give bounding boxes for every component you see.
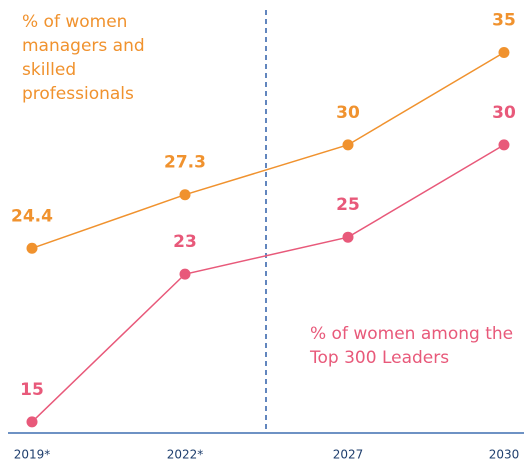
data-label: 30: [492, 103, 516, 123]
data-label: 23: [173, 232, 197, 252]
data-label: 27.3: [164, 153, 206, 173]
series-line: [31, 144, 505, 423]
point: [26, 242, 38, 254]
point: [342, 139, 354, 151]
data-label: 24.4: [11, 206, 53, 226]
legend-orange: % of women managers and skilled professi…: [22, 12, 145, 104]
point: [179, 189, 191, 201]
point: [342, 231, 354, 243]
data-label: 30: [336, 103, 360, 123]
series-line: [31, 51, 505, 249]
x-tick-label: 2019*: [14, 448, 51, 462]
data-label: 35: [492, 10, 516, 30]
data-label: 15: [20, 380, 44, 400]
x-tick-label: 2030: [489, 448, 520, 462]
x-tick-label: 2022*: [167, 448, 204, 462]
point: [26, 416, 38, 428]
legend-red: % of women among the Top 300 Leaders: [310, 324, 514, 368]
point: [498, 46, 510, 58]
x-tick-label: 2027: [333, 448, 364, 462]
point: [498, 139, 510, 151]
point: [179, 268, 191, 280]
data-label: 25: [336, 195, 360, 215]
